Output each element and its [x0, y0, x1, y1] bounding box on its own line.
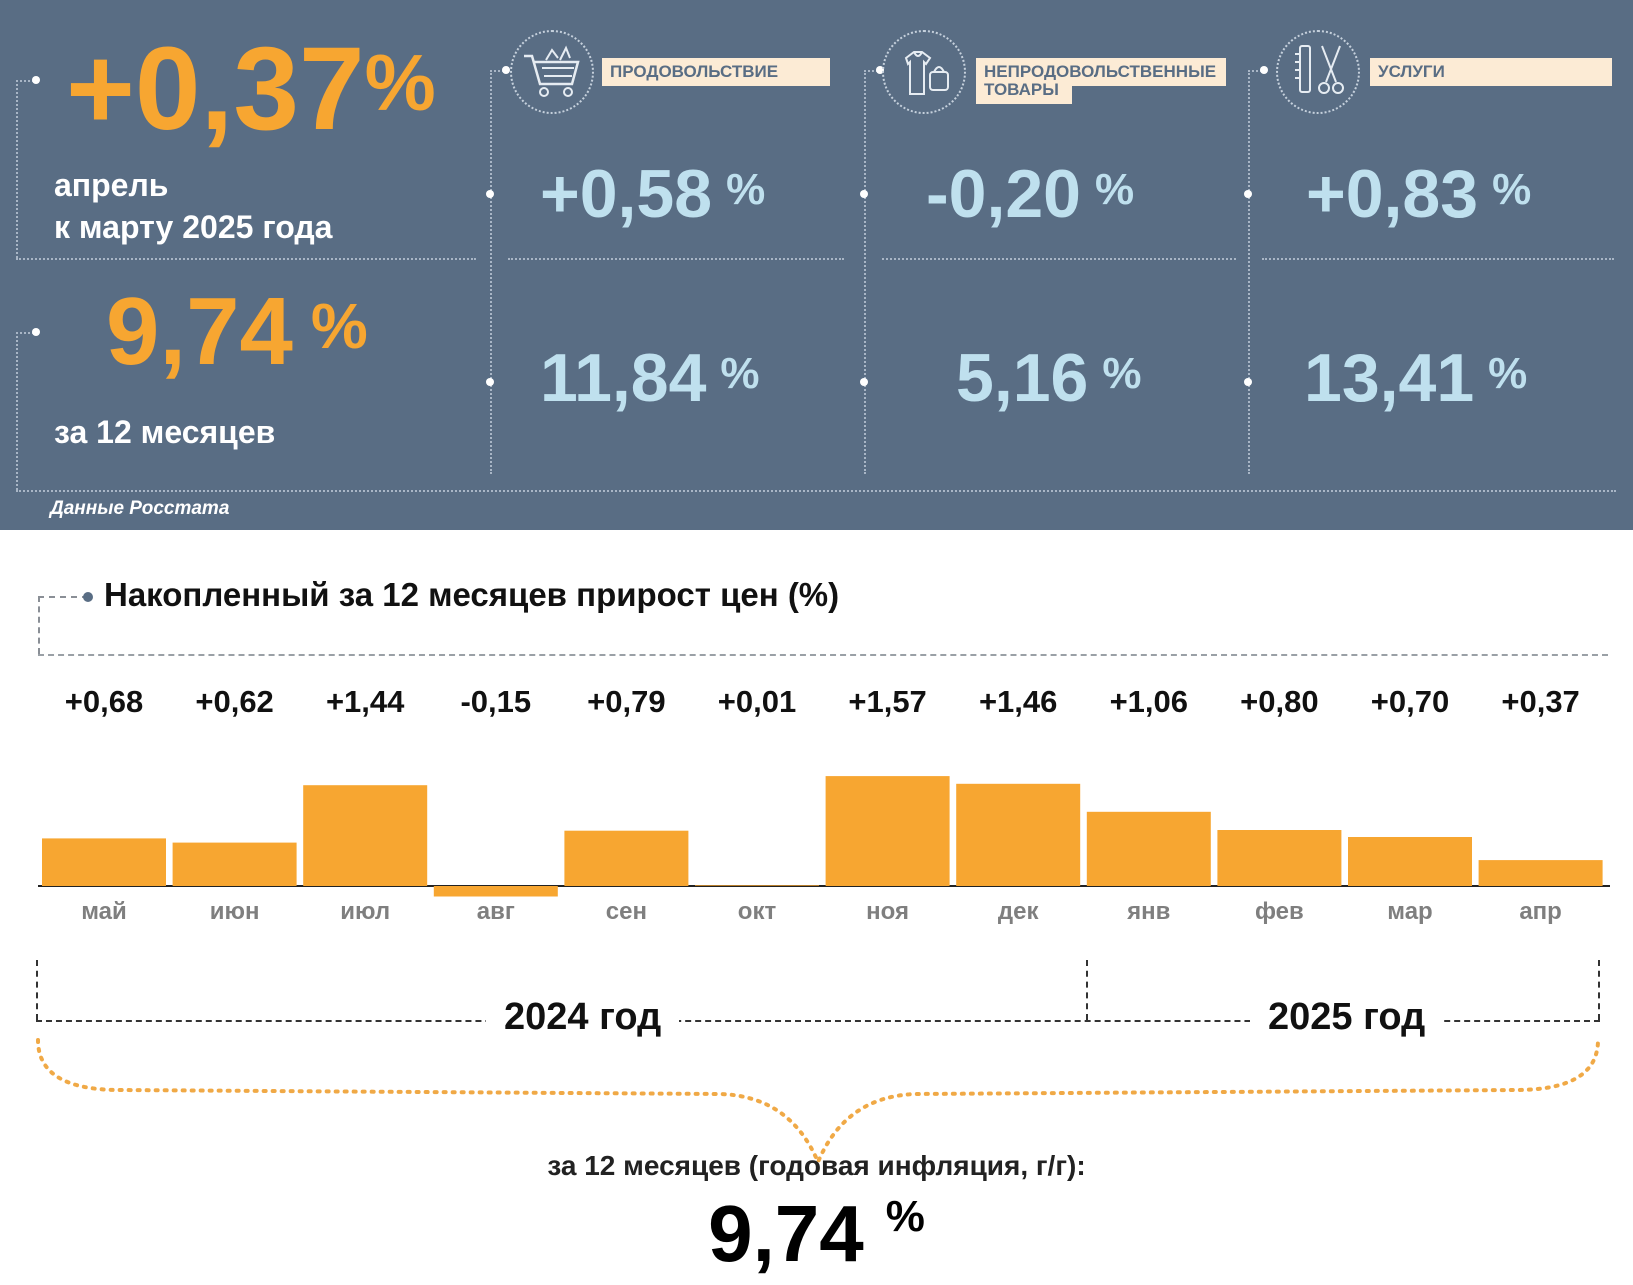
month-label-янв: янв [1127, 898, 1171, 925]
timeline-tick [36, 960, 38, 1020]
bullet-dot [32, 76, 40, 84]
monthly-inflation-value: +0,37% [66, 23, 436, 155]
month-label-ноя: ноя [866, 898, 910, 925]
annual-inflation-value: 9,74% [106, 278, 368, 385]
timeline-line [36, 1020, 1600, 1022]
bullet-dot [486, 190, 494, 198]
bullet-dot [486, 378, 494, 386]
data-label-окт: +0,01 [717, 684, 797, 719]
divider [864, 70, 878, 72]
shopping-cart-icon [510, 30, 594, 114]
bar-ноя [825, 776, 950, 886]
month-label-окт: окт [737, 898, 777, 925]
food-annual-value: 11,84% [540, 340, 760, 416]
timeline-tick [1598, 960, 1600, 1020]
summary-panel: +0,37% апрель к марту 2025 года 9,74% за… [0, 0, 1633, 530]
bar-авг [433, 886, 558, 897]
bar-май [42, 838, 166, 886]
source-note: Данные Росстата [50, 498, 230, 519]
data-label-май: +0,68 [64, 684, 144, 719]
monthly-caption: апрель к марту 2025 года [54, 167, 333, 245]
month-label-фев: фев [1254, 898, 1304, 925]
services-annual-value: 13,41% [1304, 340, 1528, 416]
bar-апр [1478, 860, 1603, 886]
month-label-дек: дек [997, 898, 1039, 925]
divider [16, 332, 34, 334]
chart-title: Накопленный за 12 месяцев прирост цен (%… [104, 576, 840, 613]
bullet-dot [876, 66, 884, 74]
title-bullet-dot [83, 592, 93, 602]
nonfood-annual-value: 5,16% [956, 340, 1142, 416]
year-label-2024: 2024 год [486, 996, 680, 1039]
curly-brace [36, 1038, 1600, 1168]
summary-caption: за 12 месяцев (годовая инфляция, г/г): [547, 1150, 1086, 1181]
summary-value: 9,74% [708, 1189, 925, 1278]
bullet-dot [860, 378, 868, 386]
bar-дек [956, 783, 1081, 886]
bar-окт [695, 885, 819, 886]
bullet-dot [1244, 190, 1252, 198]
comb-scissors-icon [1276, 30, 1360, 114]
month-label-мар: мар [1387, 898, 1433, 925]
bar-сен [564, 830, 689, 886]
category-label-food: ПРОДОВОЛЬСТВИЕ [602, 58, 830, 86]
bullet-dot [1260, 66, 1268, 74]
divider [882, 258, 1236, 260]
data-label-сен: +0,79 [587, 684, 666, 719]
divider [490, 70, 504, 72]
annual-caption: за 12 месяцев [54, 414, 276, 450]
divider [1262, 258, 1614, 260]
month-label-апр: апр [1519, 898, 1562, 925]
data-label-ноя: +1,57 [848, 684, 927, 719]
data-label-дек: +1,46 [978, 684, 1058, 719]
bullet-dot [1244, 378, 1252, 386]
divider [16, 80, 18, 258]
data-label-янв: +1,06 [1109, 684, 1189, 719]
month-label-сен: сен [605, 898, 647, 925]
month-label-авг: авг [476, 898, 515, 925]
title-connector [38, 596, 40, 654]
data-label-мар: +0,70 [1370, 684, 1450, 719]
bullet-dot [32, 328, 40, 336]
category-label-services: УСЛУГИ [1370, 58, 1612, 86]
divider [864, 70, 866, 474]
nonfood-monthly-value: -0,20% [926, 156, 1135, 232]
bar-фев [1217, 830, 1342, 886]
bullet-dot [502, 66, 510, 74]
timeline-tick [1086, 960, 1088, 1020]
divider [16, 490, 1616, 492]
divider [1248, 70, 1250, 474]
divider [508, 258, 844, 260]
services-monthly-value: +0,83% [1306, 156, 1532, 232]
food-monthly-value: +0,58% [540, 156, 766, 232]
data-label-июл: +1,44 [325, 684, 405, 719]
bar-июн [172, 842, 297, 886]
month-label-июл: июл [340, 898, 391, 925]
divider [1248, 70, 1262, 72]
bullet-dot [860, 190, 868, 198]
data-label-авг: -0,15 [460, 684, 532, 719]
clothes-bag-icon [882, 30, 966, 114]
divider [16, 332, 18, 490]
data-label-апр: +0,37 [1501, 684, 1580, 719]
bar-янв [1086, 811, 1211, 886]
data-label-фев: +0,80 [1240, 684, 1319, 719]
divider [16, 258, 476, 260]
divider [16, 80, 34, 82]
bar-июл [303, 785, 428, 886]
month-label-июн: июн [209, 898, 260, 925]
title-connector [38, 596, 88, 598]
bar-мар [1348, 837, 1472, 886]
divider [490, 70, 492, 474]
title-underline [38, 654, 1608, 656]
month-label-май: май [81, 898, 127, 925]
category-label-nonfood-line2: ТОВАРЫ [976, 80, 1072, 104]
data-label-июн: +0,62 [195, 684, 274, 719]
year-label-2025: 2025 год [1250, 996, 1444, 1039]
bar-chart [38, 776, 1610, 897]
